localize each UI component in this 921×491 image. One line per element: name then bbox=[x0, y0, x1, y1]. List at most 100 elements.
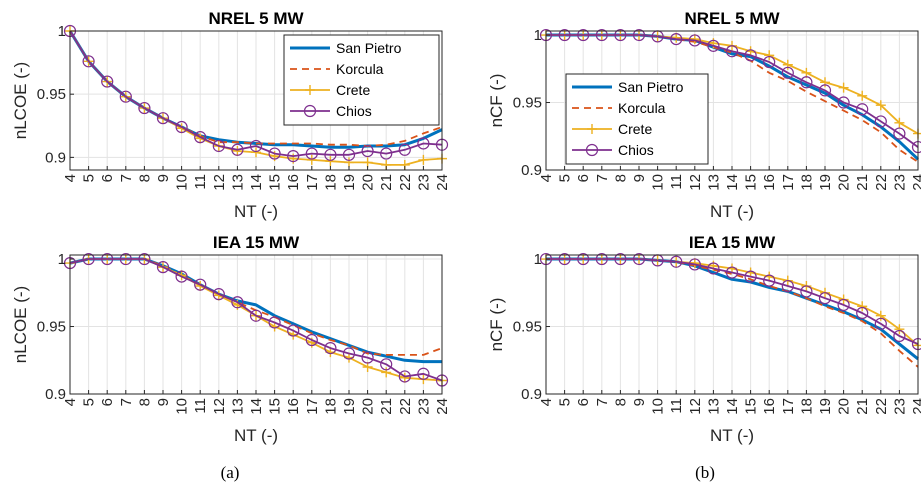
data-point-chios bbox=[874, 317, 887, 330]
data-point-chios bbox=[380, 358, 393, 371]
data-point-crete bbox=[894, 117, 905, 128]
x-tick-label: 20 bbox=[836, 174, 853, 191]
chart-title: NREL 5 MW bbox=[684, 9, 780, 28]
x-tick-label: 14 bbox=[248, 174, 265, 191]
x-tick-label: 12 bbox=[211, 398, 228, 415]
x-tick-label: 16 bbox=[761, 174, 778, 191]
x-tick-label: 5 bbox=[557, 398, 574, 406]
data-point-crete bbox=[381, 367, 392, 378]
data-point-chios bbox=[725, 266, 739, 279]
x-tick-label: 10 bbox=[174, 398, 191, 415]
legend-marker-chios bbox=[303, 104, 317, 118]
x-tick-label: 7 bbox=[594, 174, 611, 182]
data-point-chios bbox=[119, 90, 132, 103]
x-tick-label: 8 bbox=[136, 174, 153, 182]
data-point-chios bbox=[138, 101, 151, 115]
y-axis-label: nLCOE (-) bbox=[11, 62, 30, 139]
legend: San Pietro Korcula Crete Chios bbox=[565, 73, 709, 165]
x-tick-label: 15 bbox=[743, 174, 760, 191]
data-point-crete bbox=[251, 147, 261, 158]
y-tick-label: 0.9 bbox=[521, 162, 542, 179]
data-point-chios bbox=[398, 143, 411, 156]
data-point-chios bbox=[249, 139, 263, 153]
x-axis-label: NT (-) bbox=[234, 202, 278, 221]
legend-label-korcula: Korcula bbox=[336, 61, 384, 77]
chart-b-bottom: 4 5 6 7 8 9 10 11 12 13 14 15 16 17 18 19 20 21 22 23 24 0.9 0… bbox=[487, 233, 921, 445]
data-point-chios bbox=[268, 147, 281, 160]
legend: San Pietro Korcula Crete Chios bbox=[283, 34, 440, 126]
x-tick-label: 10 bbox=[174, 174, 191, 191]
x-tick-label: 7 bbox=[594, 398, 611, 406]
data-point-chios bbox=[175, 120, 188, 134]
data-point-chios bbox=[874, 115, 887, 128]
y-tick-label: 0.9 bbox=[45, 149, 66, 166]
x-tick-label: 5 bbox=[81, 398, 98, 406]
chart-title: IEA 15 MW bbox=[689, 233, 776, 252]
x-tick-label: 15 bbox=[743, 398, 760, 415]
x-tick-label: 22 bbox=[397, 398, 414, 415]
data-point-chios bbox=[558, 252, 571, 266]
data-point-crete bbox=[362, 362, 373, 373]
legend-marker-crete bbox=[305, 85, 315, 95]
data-point-chios bbox=[175, 270, 188, 283]
data-point-chios bbox=[287, 150, 300, 163]
y-tick-label: 1 bbox=[58, 251, 66, 268]
y-tick-label: 0.9 bbox=[521, 386, 542, 403]
data-point-chios bbox=[595, 28, 608, 42]
x-tick-label: 18 bbox=[322, 398, 339, 415]
x-tick-label: 10 bbox=[650, 174, 667, 191]
y-axis-label: nCF (-) bbox=[487, 74, 506, 128]
data-point-crete bbox=[764, 50, 775, 61]
chart-a-bottom: 4 5 6 7 8 9 10 11 12 13 14 15 16 17 18 19 20 21 22 23 24 0.9 0… bbox=[11, 233, 451, 445]
chart-title: IEA 15 MW bbox=[213, 233, 300, 252]
data-point-crete bbox=[362, 157, 373, 168]
x-tick-label: 18 bbox=[798, 174, 815, 191]
data-point-chios bbox=[632, 28, 646, 42]
data-point-chios bbox=[670, 32, 683, 46]
data-point-chios bbox=[417, 137, 430, 150]
y-tick-label: 0.95 bbox=[37, 86, 66, 103]
data-point-chios bbox=[744, 270, 757, 283]
data-point-chios bbox=[577, 28, 590, 42]
series-line-chios bbox=[546, 34, 919, 148]
legend-marker-crete bbox=[587, 124, 597, 134]
x-tick-label: 6 bbox=[99, 174, 116, 182]
data-point-chios bbox=[893, 329, 906, 343]
x-tick-label: 13 bbox=[229, 398, 246, 415]
x-tick-label: 13 bbox=[229, 174, 246, 191]
data-point-chios bbox=[287, 324, 300, 337]
data-point-chios bbox=[342, 148, 356, 161]
x-tick-label: 5 bbox=[81, 174, 98, 182]
x-tick-label: 6 bbox=[575, 174, 592, 182]
data-point-chios bbox=[744, 49, 757, 62]
x-tick-label: 11 bbox=[668, 398, 685, 414]
data-point-chios bbox=[800, 76, 813, 89]
data-point-chios bbox=[781, 279, 794, 293]
x-tick-label: 24 bbox=[434, 174, 451, 191]
data-point-chios bbox=[361, 351, 374, 364]
data-point-chios bbox=[781, 66, 794, 79]
x-tick-label: 13 bbox=[705, 174, 722, 191]
x-tick-label: 8 bbox=[612, 174, 629, 182]
data-point-chios bbox=[856, 306, 869, 320]
chart-a-top: 4 5 6 7 8 9 10 11 12 13 14 15 16 17 18 19 20 21 22 23 24 0.9 0… bbox=[11, 9, 451, 221]
data-point-crete bbox=[820, 77, 830, 88]
data-point-crete bbox=[418, 154, 429, 165]
x-tick-label: 16 bbox=[761, 398, 778, 415]
data-point-chios bbox=[595, 252, 608, 266]
data-point-crete bbox=[325, 156, 336, 167]
series-line-korcula bbox=[69, 30, 443, 147]
x-tick-label: 10 bbox=[650, 398, 667, 415]
x-tick-label: 11 bbox=[192, 174, 209, 190]
data-point-chios bbox=[558, 28, 571, 42]
data-point-chios bbox=[82, 55, 95, 68]
x-tick-label: 15 bbox=[267, 174, 284, 191]
x-tick-label: 8 bbox=[136, 398, 153, 406]
x-tick-label: 18 bbox=[798, 398, 815, 415]
chart-title: NREL 5 MW bbox=[208, 9, 304, 28]
data-point-chios bbox=[763, 55, 776, 69]
x-tick-label: 12 bbox=[687, 174, 704, 191]
legend-label-san-pietro: San Pietro bbox=[618, 79, 684, 95]
data-point-crete bbox=[232, 146, 243, 157]
data-point-chios bbox=[380, 147, 393, 160]
